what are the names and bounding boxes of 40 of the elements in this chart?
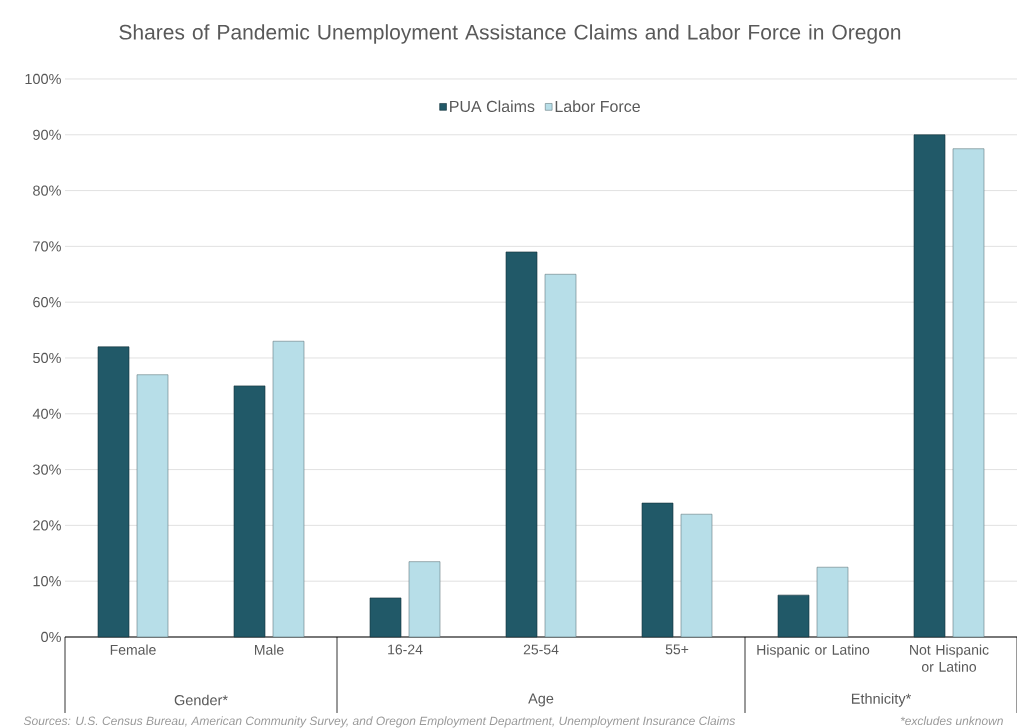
legend-label: Labor Force: [555, 100, 640, 113]
bar: [680, 513, 713, 638]
bar: [544, 273, 577, 638]
y-tick-label: 60%: [33, 297, 61, 308]
bar: [816, 566, 849, 638]
y-tick-label: 80%: [33, 185, 61, 196]
x-tick-label: 16-24: [388, 644, 423, 655]
text: Ethnicity*: [851, 693, 912, 707]
bar: [272, 340, 305, 638]
y-tick-label: 70%: [33, 241, 61, 252]
bar: [97, 346, 130, 638]
bar: [913, 134, 946, 638]
bar: [777, 594, 810, 638]
y-tick-label: 100%: [25, 73, 61, 85]
text: Gender*: [174, 694, 228, 706]
bar: [369, 597, 402, 638]
bar: [641, 502, 674, 638]
x-tick-label: Not Hispanic or Latino: [910, 644, 989, 672]
bar: [952, 148, 985, 638]
y-tick-label: 50%: [33, 352, 61, 364]
y-tick-label: 10%: [33, 576, 61, 587]
text: *excludes unknown: [900, 716, 1003, 726]
source-note: Sources: U.S. Census Bureau, American Community Survey, and Oregon Employment Department, Unemployment Insurance Claims: [23, 716, 736, 728]
x-tick-label: 55+: [665, 644, 689, 655]
x-tick-label: Female: [110, 644, 156, 655]
x-tick-label: 25-54: [523, 644, 559, 655]
legend-label: PUA Claims: [450, 100, 535, 113]
text: Age: [528, 693, 554, 707]
y-tick-label: 0%: [41, 631, 61, 643]
chart-title: Shares of Pandemic Unemployment Assistance Claims and Labor Force in Oregon: [119, 24, 901, 44]
bar: [233, 385, 266, 638]
bar: [408, 561, 441, 638]
y-tick-label: 30%: [33, 464, 61, 475]
y-tick-label: 90%: [33, 129, 61, 140]
y-tick-label: 20%: [33, 520, 61, 531]
x-tick-label: Hispanic or Latino: [757, 644, 870, 658]
bar: [136, 374, 169, 638]
y-tick-label: 40%: [32, 408, 61, 419]
bar: [505, 251, 538, 638]
x-tick-label: Male: [254, 644, 284, 655]
